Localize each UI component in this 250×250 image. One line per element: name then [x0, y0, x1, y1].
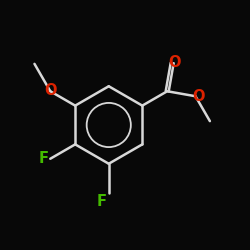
Text: F: F	[38, 151, 48, 166]
Text: O: O	[192, 89, 204, 104]
Text: O: O	[44, 83, 57, 98]
Text: O: O	[168, 55, 181, 70]
Text: F: F	[96, 194, 106, 209]
